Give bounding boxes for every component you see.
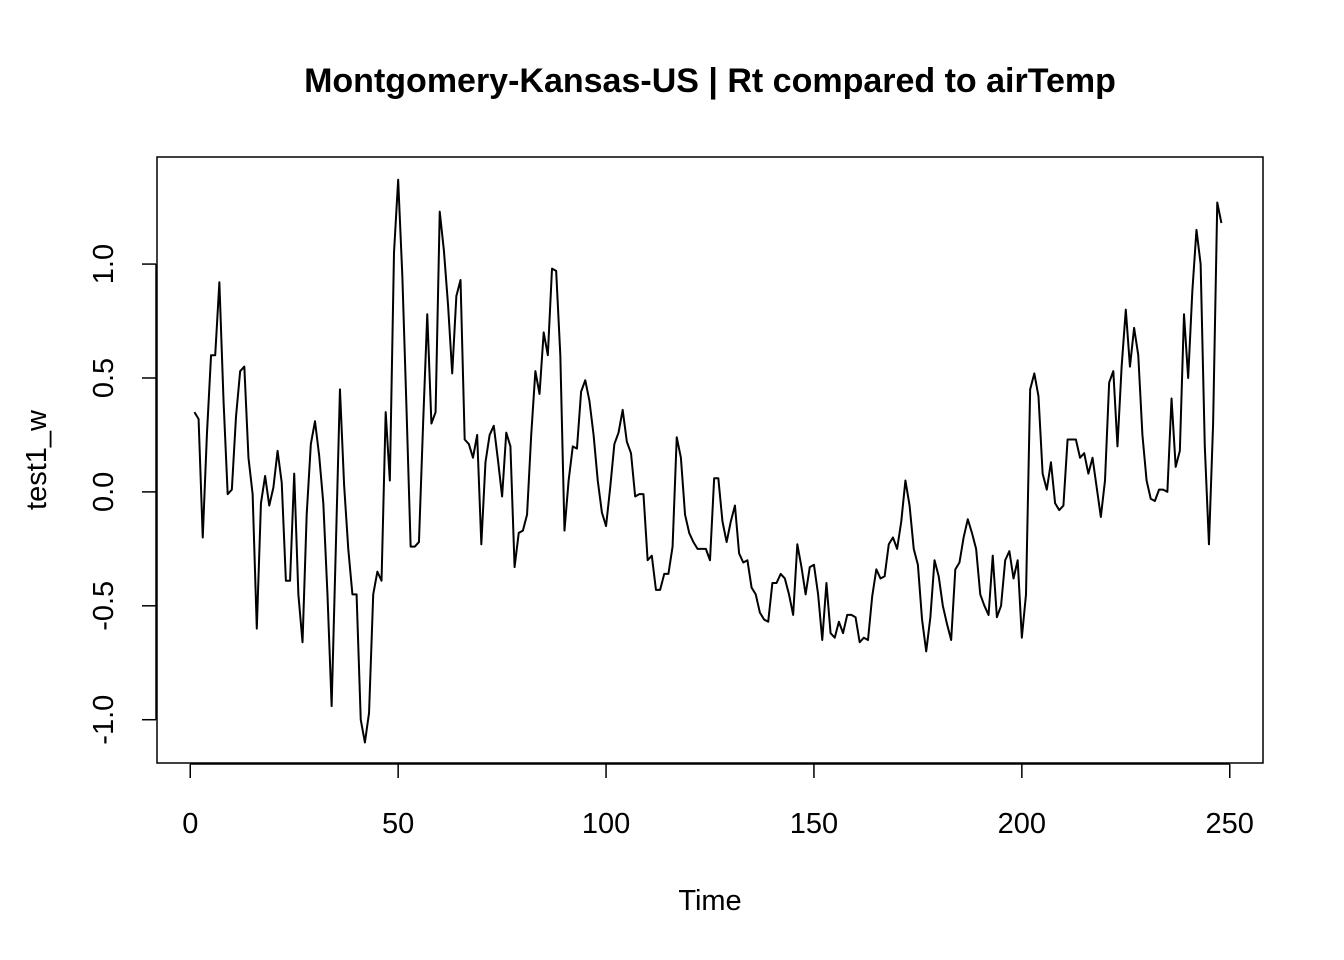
chart-title: Montgomery-Kansas-US | Rt compared to ai… (304, 62, 1116, 100)
x-tick-label: 100 (582, 808, 630, 840)
y-tick-label: 1.0 (88, 244, 120, 284)
x-axis-label: Time (678, 885, 741, 917)
y-tick-label: -0.5 (88, 581, 120, 631)
y-tick-label: 0.5 (88, 358, 120, 398)
y-tick-label: -1.0 (88, 695, 120, 745)
plot-frame (156, 156, 1264, 764)
x-tick-label: 50 (382, 808, 414, 840)
x-tick-label: 150 (790, 808, 838, 840)
x-tick-label: 250 (1206, 808, 1254, 840)
y-axis-label: test1_w (21, 409, 53, 510)
x-axis: 0 50 100 150 200 250 (182, 763, 1254, 840)
y-tick-label: 0.0 (88, 472, 120, 512)
x-tick-label: 0 (182, 808, 198, 840)
x-tick-label: 200 (998, 808, 1046, 840)
y-axis: -1.0 -0.5 0.0 0.5 1.0 (88, 244, 157, 745)
series-layer (193, 178, 1223, 744)
series-line-0 (193, 178, 1223, 744)
